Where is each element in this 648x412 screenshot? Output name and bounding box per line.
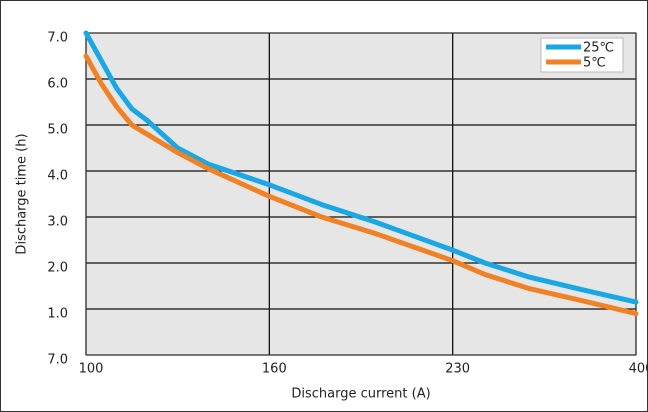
plot-area	[86, 33, 636, 355]
y-tick-label: 2.0	[47, 261, 68, 276]
data-line	[83, 30, 639, 305]
y-tick-label: 4.0	[47, 169, 68, 184]
y-tick-label: 1.0	[47, 307, 68, 322]
legend-box	[540, 37, 624, 73]
y-tick-label: 6.0	[47, 77, 68, 92]
x-tick-label: 400	[629, 362, 648, 377]
plot-border	[85, 32, 637, 356]
data-line	[83, 53, 639, 317]
x-tick-label: 100	[79, 362, 104, 377]
y-axis-label: Discharge time (h)	[15, 133, 30, 254]
x-axis-label: Discharge current (A)	[291, 387, 430, 402]
legend-label: 5℃	[583, 56, 606, 71]
y-tick-label: 5.0	[47, 123, 68, 138]
legend-label: 25℃	[583, 41, 614, 56]
x-tick-label: 160	[262, 362, 287, 377]
y-tick-label: 7.0	[47, 353, 68, 368]
y-tick-label: 7.0	[47, 31, 68, 46]
legend: 25℃5℃	[540, 37, 624, 73]
x-tick-label: 230	[445, 362, 470, 377]
y-tick-label: 3.0	[47, 215, 68, 230]
